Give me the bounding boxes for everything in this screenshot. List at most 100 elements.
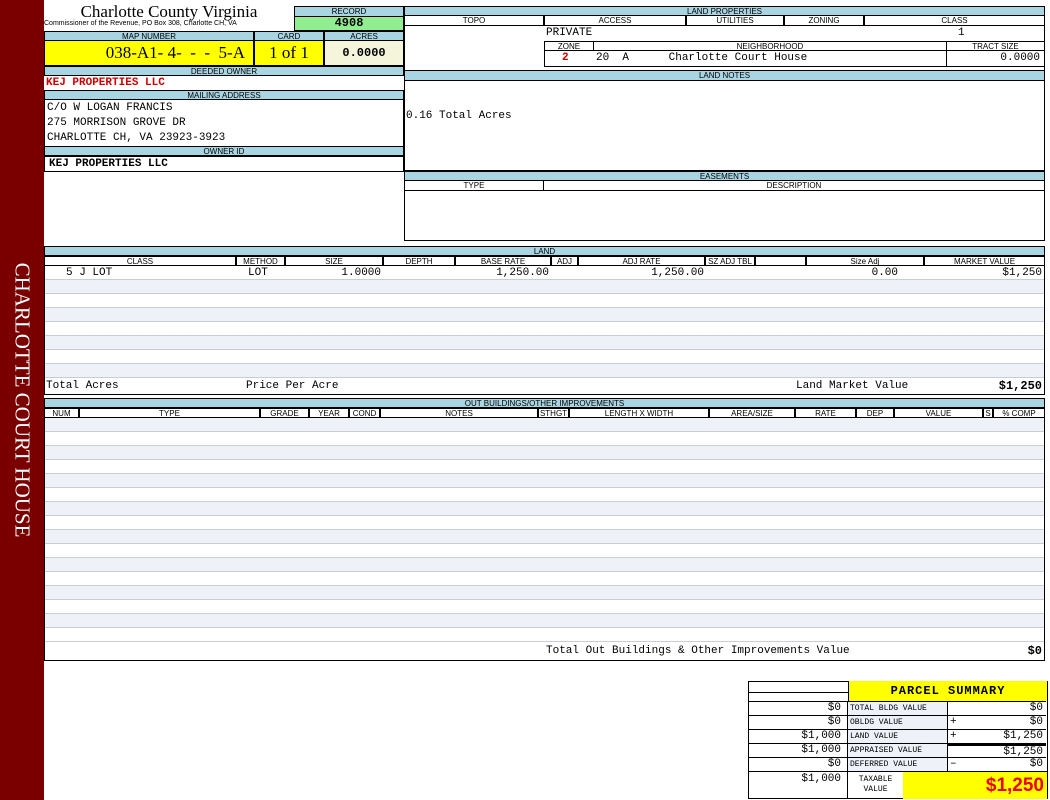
land-prop-col: ZONING [784,15,864,26]
outbuildings-col: GRADE [260,408,309,418]
summary-operator: – [948,757,968,771]
access-value: PRIVATE [546,27,593,39]
outbuildings-body [44,417,1045,661]
sidebar-text: CHARLOTTE COURT HOUSE [10,262,35,538]
land-col: METHOD [236,256,285,266]
land-prop-col: UTILITIES [686,15,784,26]
summary-label: DEFERRED VALUE [848,757,948,771]
land-row [45,266,1044,280]
land-notes-box [404,80,1045,171]
deeded-owner: KEJ PROPERTIES LLC [46,77,165,89]
land-notes-label: LAND NOTES [404,70,1045,81]
outbuildings-total-label: Total Out Buildings & Other Improvements… [546,645,850,657]
summary-prior-value: $0 [748,701,848,715]
outbuildings-col: TYPE [79,408,260,418]
land-prop-col: TOPO [404,15,544,26]
easement-col-description: DESCRIPTION [543,180,1045,191]
outbuildings-row [45,418,1044,432]
summary-operator: + [948,715,968,729]
county-subtitle: Commissioner of the Revenue, PO Box 308,… [44,20,237,27]
outbuildings-col: COND [349,408,380,418]
land-col: ADJ [551,256,578,266]
sidebar-banner: CHARLOTTE COURT HOUSE [0,0,44,800]
summary-value: $0 [960,715,1046,729]
parcel-summary-title: PARCEL SUMMARY [848,681,1047,701]
outbuildings-row [45,530,1044,544]
land-market-total: $1,250 [998,379,1042,393]
summary-operator: + [948,729,968,743]
outbuildings-col: NUM [44,408,79,418]
mailing-line: CHARLOTTE CH, VA 23923-3923 [47,132,226,144]
summary-label: TOTAL BLDG VALUE [848,701,948,715]
owner-id-label: OWNER ID [44,146,404,156]
outbuildings-label: OUT BUILDINGS/OTHER IMPROVEMENTS [44,398,1045,408]
land-size: 1.0000 [341,267,381,279]
summary-operator [948,743,968,757]
divider [748,692,848,693]
outbuildings-row [45,586,1044,600]
summary-value: $0 [960,757,1046,771]
taxable-label: TAXABLE VALUE [848,771,903,799]
map-number: 038-A1- 4- - - 5-A [44,40,254,66]
outbuildings-total: $0 [1027,644,1042,658]
summary-value: $0 [960,701,1046,715]
class-value: 1 [958,27,965,39]
summary-value: $1,250 [960,729,1046,743]
taxable-value: $1,250 [903,771,1047,799]
land-col: Size Adj [806,256,924,266]
outbuildings-row [45,558,1044,572]
tract-box [946,50,1045,67]
outbuildings-col: S [983,408,993,418]
land-prop-col: ACCESS [544,15,686,26]
outbuildings-col: % COMP [993,408,1045,418]
land-method: LOT [248,267,268,279]
record-value: 4908 [294,16,404,31]
card-number: 1 of 1 [254,40,324,66]
land-market-label: Land Market Value [796,380,909,392]
outbuildings-row [45,474,1044,488]
price-per-acre-label: Price Per Acre [246,380,339,392]
land-notes-text: 0.16 Total Acres [406,110,512,122]
land-label: LAND [44,246,1045,256]
summary-label: LAND VALUE [848,729,948,743]
land-col: MARKET VALUE [924,256,1045,266]
land-col: SIZE [285,256,383,266]
land-row [45,364,1044,378]
land-col [755,256,806,266]
outbuildings-col: AREA/SIZE [709,408,795,418]
summary-prior-value: $0 [748,757,848,771]
outbuildings-col: DEP [856,408,894,418]
summary-label: APPRAISED VALUE [848,743,948,757]
outbuildings-col: RATE [795,408,856,418]
land-col: SZ ADJ TBL [705,256,755,266]
outbuildings-row [45,502,1044,516]
summary-prior-value: $1,000 [748,729,848,743]
land-col: BASE RATE [455,256,551,266]
land-adj-rate: 1,250.00 [651,267,704,279]
mailing-line: 275 MORRISON GROVE DR [47,117,186,129]
owner-id: KEJ PROPERTIES LLC [49,158,168,170]
outbuildings-row [45,628,1044,642]
outbuildings-col: STHGT [538,408,569,418]
outbuildings-row [45,600,1044,614]
easements-box [404,190,1045,241]
summary-label: OBLDG VALUE [848,715,948,729]
total-acres-label: Total Acres [46,380,119,392]
land-size-adj: 0.00 [871,267,898,279]
outbuildings-row [45,516,1044,530]
deeded-owner-label: DEEDED OWNER [44,66,404,76]
outbuildings-row [45,572,1044,586]
outbuildings-row [45,614,1044,628]
outbuildings-col: YEAR [309,408,349,418]
summary-prior-value: $0 [748,715,848,729]
land-prop-col: CLASS [864,15,1045,26]
land-row [45,308,1044,322]
land-row [45,280,1044,294]
land-col: DEPTH [383,256,455,266]
mailing-address-label: MAILING ADDRESS [44,90,404,100]
summary-value: $1,250 [960,743,1046,758]
owner-id-box [44,156,404,172]
summary-prior-value: $1,000 [748,743,848,757]
land-class: 5 J LOT [66,267,113,279]
land-row [45,350,1044,364]
